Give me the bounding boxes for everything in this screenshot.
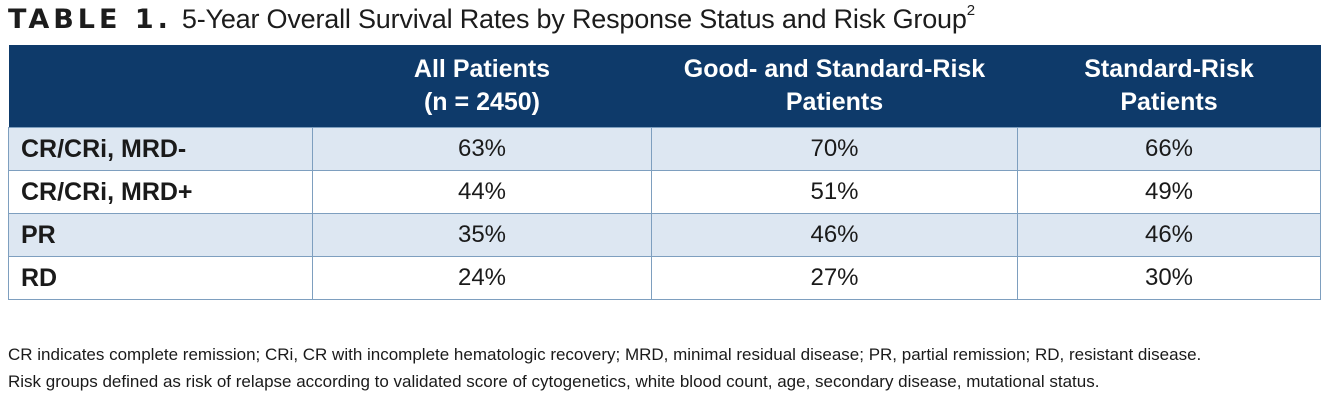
footnote-risk-groups: Risk groups defined as risk of relapse a… (8, 372, 1100, 391)
header-cell-standard-risk: Standard-Risk Patients (1017, 45, 1321, 128)
table-row: RD 24% 27% 30% (8, 256, 1321, 300)
table-cell: 24% (312, 256, 652, 300)
header-line: (n = 2450) (423, 88, 541, 116)
citation-superscript: 2 (966, 2, 975, 19)
table-caption: TABLE 1. 5-Year Overall Survival Rates b… (8, 2, 975, 44)
table-cell: 51% (651, 170, 1018, 214)
row-label: CR/CRi, MRD- (8, 127, 313, 171)
table-title-text: 5-Year Overall Survival Rates by Respons… (181, 4, 967, 34)
table-cell: 44% (312, 170, 652, 214)
table-row: CR/CRi, MRD+ 44% 51% 49% (8, 170, 1321, 214)
header-line: Patients (785, 88, 884, 116)
header-line: Standard-Risk (1084, 55, 1254, 83)
header-cell-good-standard-risk: Good- and Standard-Risk Patients (651, 45, 1018, 128)
table-cell: 66% (1017, 127, 1321, 171)
table-cell: 46% (1017, 213, 1321, 257)
row-label: PR (8, 213, 313, 257)
header-cell-empty (8, 45, 313, 128)
table-cell: 46% (651, 213, 1018, 257)
table-row: PR 35% 46% 46% (8, 213, 1321, 257)
header-cell-all-patients: All Patients (n = 2450) (312, 45, 652, 128)
header-line: Patients (1120, 88, 1218, 116)
row-label: RD (8, 256, 313, 300)
survival-rates-table: All Patients (n = 2450) Good- and Standar… (8, 45, 1321, 300)
table-title: 5-Year Overall Survival Rates by Respons… (181, 2, 975, 35)
table-row: CR/CRi, MRD- 63% 70% 66% (8, 127, 1321, 171)
table-cell: 63% (312, 127, 652, 171)
header-line: Good- and Standard-Risk (683, 55, 986, 83)
table-cell: 30% (1017, 256, 1321, 300)
header-line: All Patients (413, 55, 551, 83)
table-cell: 27% (651, 256, 1018, 300)
footnote-abbreviations: CR indicates complete remission; CRi, CR… (8, 345, 1202, 364)
table-cell: 35% (312, 213, 652, 257)
row-label: CR/CRi, MRD+ (8, 170, 313, 214)
table-cell: 49% (1017, 170, 1321, 214)
table-cell: 70% (651, 127, 1018, 171)
table-header-row: All Patients (n = 2450) Good- and Standar… (8, 45, 1321, 128)
table-number-label: TABLE 1. (8, 4, 172, 35)
table-footnotes: CR indicates complete remission; CRi, CR… (8, 341, 1323, 395)
